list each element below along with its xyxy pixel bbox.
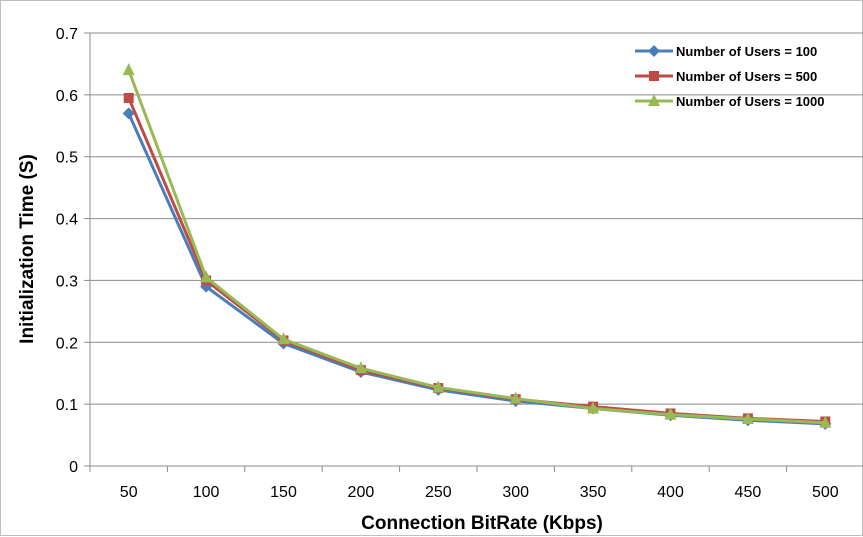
x-tick-label: 250 — [425, 484, 452, 501]
data-point-square — [123, 92, 134, 103]
series-line — [127, 97, 826, 423]
data-point-triangle — [122, 63, 135, 76]
data-point-triangle — [741, 411, 754, 424]
x-tick-label: 350 — [580, 484, 607, 501]
x-tick-label: 500 — [812, 484, 839, 501]
legend-label: Number of Users = 500 — [676, 69, 817, 84]
x-tick-labels: 50 100 150 200 250 300 350 400 450 500 — [120, 484, 839, 501]
y-tick-label: 0.5 — [56, 150, 78, 167]
legend: Number of Users = 100 Number of Users = 5… — [635, 44, 824, 109]
data-point-triangle — [277, 332, 290, 345]
data-point-triangle — [664, 407, 677, 420]
series-1 — [122, 107, 832, 430]
x-tick-label: 200 — [348, 484, 375, 501]
y-axis-title: Initialization Time (S) — [17, 154, 38, 344]
series-line — [127, 69, 826, 425]
x-tick-label: 150 — [270, 484, 297, 501]
x-tick-label: 100 — [193, 484, 220, 501]
series-lines — [122, 63, 832, 430]
y-tick-label: 0.4 — [56, 212, 78, 229]
axes — [84, 32, 863, 472]
data-point-triangle — [648, 94, 660, 106]
data-point-diamond — [648, 45, 660, 57]
legend-item: Number of Users = 1000 — [635, 94, 824, 109]
y-tick-labels: 0 0.1 0.2 0.3 0.4 0.5 0.6 0.7 — [56, 26, 78, 476]
data-point-triangle — [587, 401, 600, 414]
x-axis-title: Connection BitRate (Kbps) — [361, 513, 603, 534]
y-tick-label: 0 — [69, 459, 78, 476]
data-point-triangle — [509, 391, 522, 404]
legend-item: Number of Users = 500 — [635, 69, 817, 84]
data-point-triangle — [200, 270, 213, 283]
y-tick-label: 0.2 — [56, 335, 78, 352]
x-tick-label: 450 — [735, 484, 762, 501]
data-point-triangle — [432, 380, 445, 393]
data-point-triangle — [819, 415, 832, 428]
x-tick-label: 50 — [120, 484, 138, 501]
y-tick-label: 0.3 — [56, 273, 78, 290]
y-tick-label: 0.7 — [56, 26, 78, 43]
y-tick-label: 0.1 — [56, 397, 78, 414]
grid-lines — [90, 32, 863, 405]
legend-label: Number of Users = 100 — [676, 44, 817, 59]
series-line — [127, 112, 826, 426]
x-tick-label: 300 — [502, 484, 529, 501]
x-tick-label: 400 — [657, 484, 684, 501]
legend-label: Number of Users = 1000 — [676, 94, 824, 109]
series-2 — [123, 92, 831, 427]
series-3 — [122, 63, 832, 428]
data-point-triangle — [354, 361, 367, 374]
y-tick-label: 0.6 — [56, 88, 78, 105]
data-point-diamond — [122, 107, 135, 120]
legend-item: Number of Users = 100 — [635, 44, 817, 59]
data-point-square — [649, 71, 659, 81]
